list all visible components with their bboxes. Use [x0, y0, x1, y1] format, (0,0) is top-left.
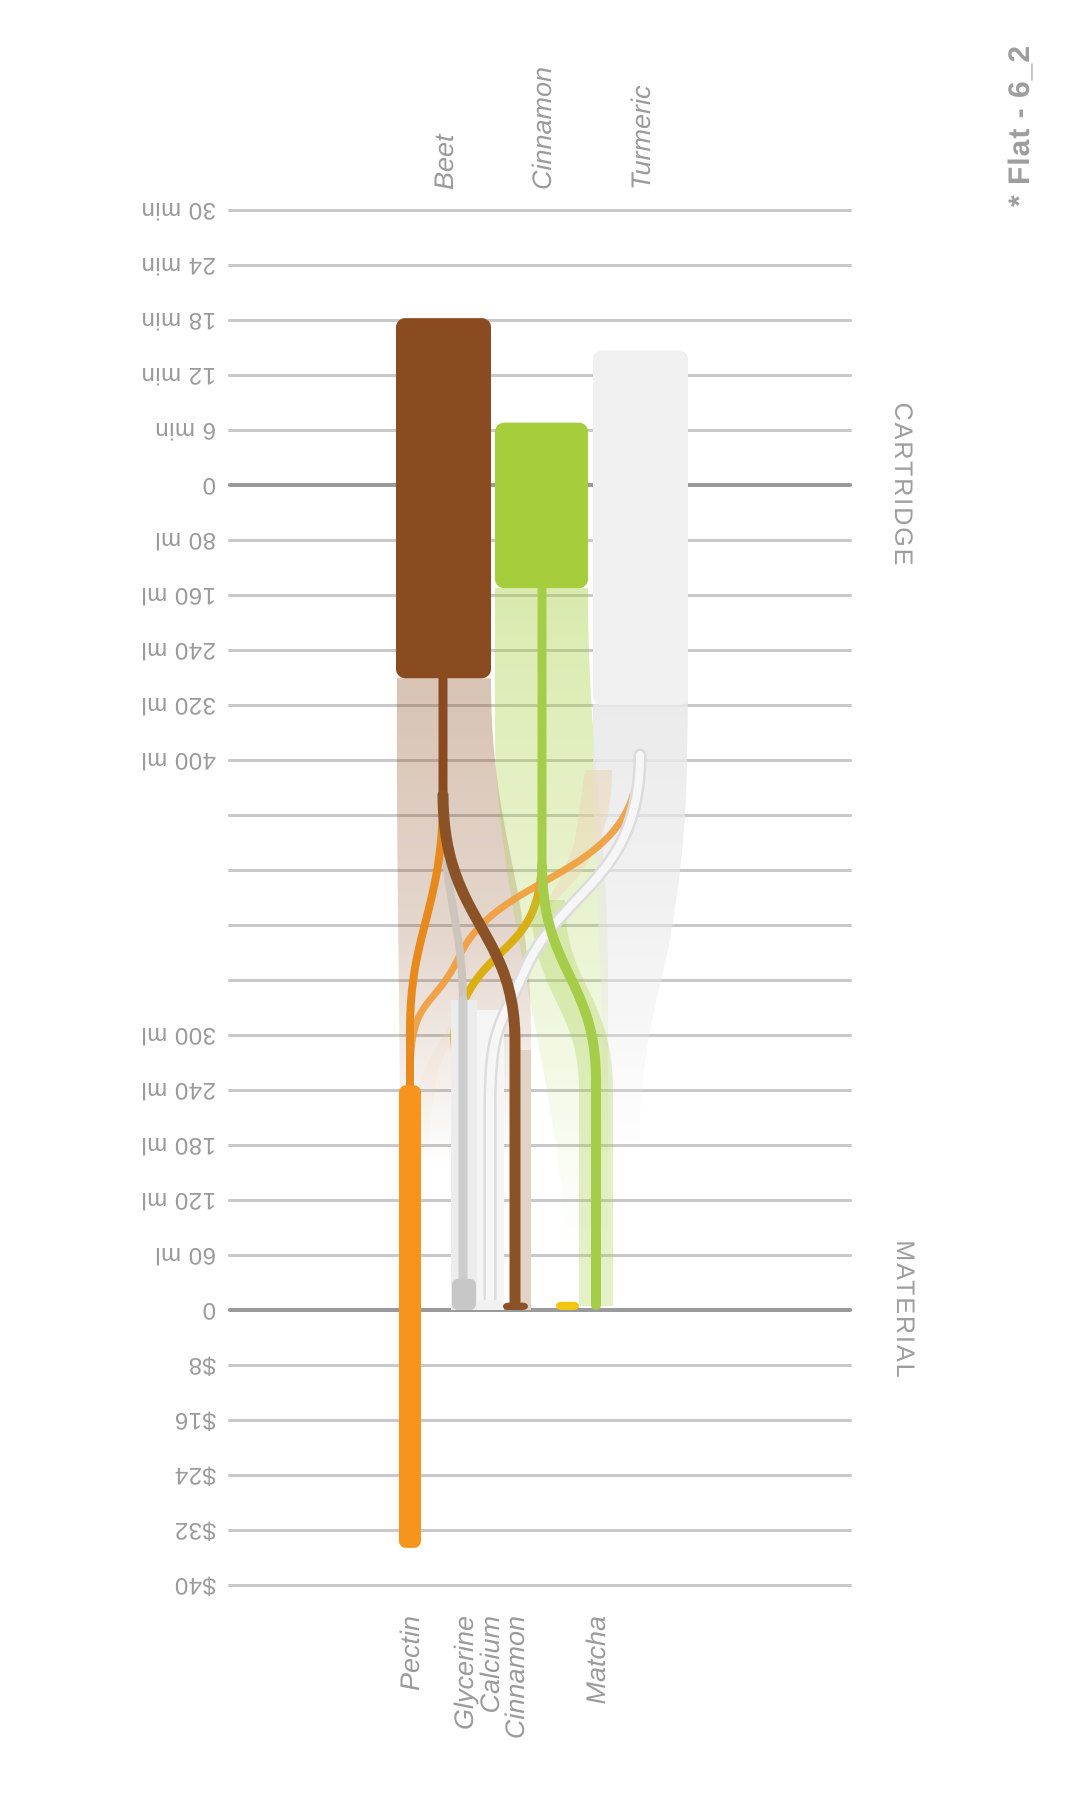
material-gridline-6: [228, 1364, 852, 1367]
cartridge-axis-title: CARTRIDGE: [889, 402, 917, 568]
cinnamon-volume-foot: [503, 1302, 528, 1310]
cartridge-gridline-3: [228, 374, 852, 377]
flow-line-turmeric-pectin: [406, 751, 643, 1076]
material-gridline-8: [228, 1474, 852, 1477]
calcium-volume-cap: [477, 1299, 503, 1310]
material-tick-24: $24: [174, 1462, 216, 1489]
cartridge-gridline-0: [228, 209, 852, 212]
cartridge-label-cinnamon: Cinnamon: [526, 66, 557, 190]
material-tick-40: $40: [174, 1572, 216, 1599]
cartridge-tick-12min: 12 min: [140, 362, 216, 389]
cartridge-tick-6min: 6 min: [154, 417, 216, 444]
material-tick-32: $32: [174, 1517, 216, 1544]
cartridge-tick-320ml: 320 ml: [140, 692, 216, 719]
bar-turmeric: [593, 350, 688, 705]
material-tick-240ml: 240 ml: [140, 1077, 216, 1104]
flow-line-beet-cinnamon: [437, 789, 521, 1308]
material-label-matcha: Matcha: [581, 1616, 611, 1705]
cartridge-tick-80ml: 80 ml: [154, 527, 216, 554]
material-gridline-10: [228, 1584, 852, 1587]
material-gridline-1: [228, 1089, 852, 1092]
material-tick-0: 0: [202, 1297, 216, 1324]
material-tick-60ml: 60 ml: [154, 1242, 216, 1269]
cartridge-tick-160ml: 160 ml: [140, 582, 216, 609]
material-gridline-9: [228, 1529, 852, 1532]
yellow-volume-mark: [556, 1301, 579, 1310]
cartridge-label-turmeric: Turmeric: [625, 85, 656, 191]
pectin-price-bar: [399, 1085, 421, 1548]
glycerine-volume-cap: [452, 1278, 476, 1310]
material-label-pectin: Pectin: [395, 1616, 425, 1692]
cartridge-tick-400ml: 400 ml: [140, 747, 216, 774]
material-gridline-4: [228, 1254, 852, 1257]
flow-band-turmeric: [593, 650, 688, 1150]
cartridge-tick-18min: 18 min: [140, 307, 216, 334]
material-tick-180ml: 180 ml: [140, 1132, 216, 1159]
cinnamon-column-band: [519, 1050, 531, 1310]
material-tick-8: $8: [188, 1352, 216, 1379]
cartridge-tick-24min: 24 min: [140, 252, 216, 279]
cartridge-gridline-2: [228, 319, 852, 322]
cartridge-gridline-1: [228, 264, 852, 267]
cartridge-tick-240ml: 240 ml: [140, 637, 216, 664]
flow-band-turmeric-to-pectin: [402, 770, 612, 1150]
material-label-cinnamon: Cinnamon: [500, 1616, 530, 1740]
material-tick-120ml: 120 ml: [140, 1187, 216, 1214]
bar-beet: [396, 318, 491, 679]
material-gridline-3: [228, 1199, 852, 1202]
material-tick-16: $16: [174, 1407, 216, 1434]
flow-line-turmeric-calcium: [486, 751, 644, 1304]
cartridge-tick-30min: 30 min: [140, 197, 216, 224]
cartridge-tick-0: 0: [202, 472, 216, 499]
material-gridline-7: [228, 1419, 852, 1422]
cartridge-label-beet: Beet: [428, 134, 459, 190]
material-gridline-2: [228, 1144, 852, 1147]
bar-cinnamon: [495, 422, 588, 589]
material-tick-300ml: 300 ml: [140, 1022, 216, 1049]
flow-line-cinnamon-matcha: [537, 860, 601, 1310]
material-axis-title: MATERIAL: [891, 1240, 919, 1380]
material-gridline-5: [228, 1308, 852, 1312]
chart-title: * Flat - 6_2: [1003, 44, 1036, 208]
